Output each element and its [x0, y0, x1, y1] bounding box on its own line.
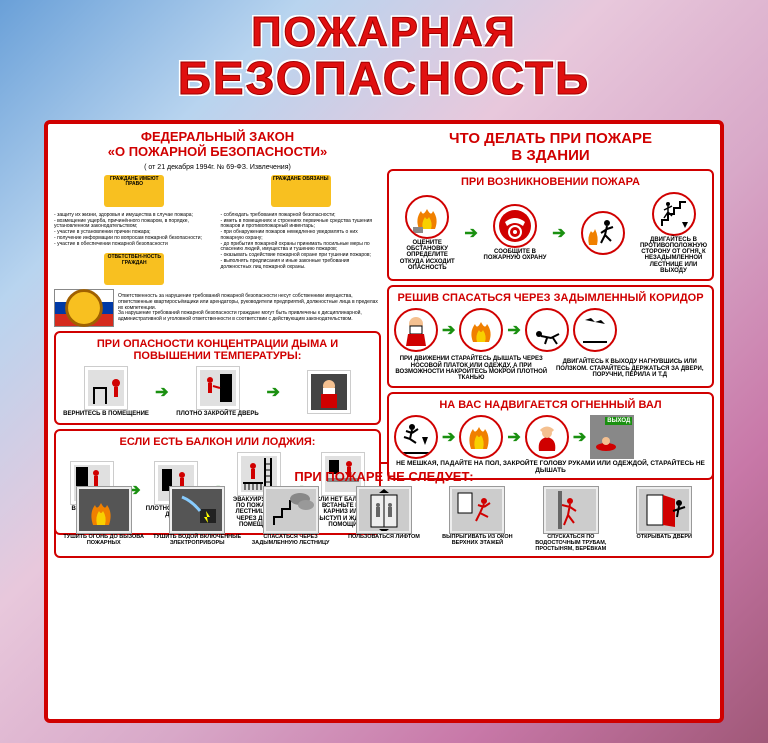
- fire-wave-icon: [459, 415, 503, 459]
- breathe-cloth-icon: [394, 308, 438, 352]
- fall-down-icon: [394, 415, 438, 459]
- wet-cloth-fire-icon: [459, 308, 503, 352]
- arrow-icon: ➔: [507, 320, 520, 340]
- stairs-exit-icon: [652, 192, 696, 236]
- right-column: ЧТО ДЕЛАТЬ ПРИ ПОЖАРЕ В ЗДАНИИ ПРИ ВОЗНИ…: [387, 130, 714, 456]
- crawl-icon: [525, 308, 569, 352]
- arrow-icon: ➔: [573, 427, 586, 447]
- dont-drainpipe-icon: [543, 486, 599, 534]
- cover-face-icon: [307, 370, 351, 414]
- section-firewall: НА ВАС НАДВИГАЕТСЯ ОГНЕННЫЙ ВАЛ ➔ ➔ ➔ ВЫ…: [387, 392, 714, 480]
- sec3-banner: РЕШИВ СПАСАТЬСЯ ЧЕРЕЗ ЗАДЫМЛЕННЫЙ КОРИДО…: [392, 290, 709, 306]
- arrow-icon: ➔: [155, 382, 168, 402]
- close-door-icon: [196, 366, 240, 410]
- section-corridor: РЕШИВ СПАСАТЬСЯ ЧЕРЕЗ ЗАДЫМЛЕННЫЙ КОРИДО…: [387, 285, 714, 388]
- russian-flag-icon: [54, 289, 114, 327]
- duties-list: соблюдать требования пожарной безопаснос…: [221, 213, 382, 271]
- shield-resp: ОТВЕТСТВЕН-НОСТЬ ГРАЖДАН: [104, 253, 164, 285]
- dont-jump-icon: [449, 486, 505, 534]
- return-room-icon: [84, 366, 128, 410]
- dont-water-electric-icon: [169, 486, 225, 534]
- sec2-banner: ПРИ ОПАСНОСТИ КОНЦЕНТРАЦИИ ДЫМА И ПОВЫШЕ…: [59, 336, 376, 364]
- title-line2: БЕЗОПАСНОСТЬ: [0, 54, 768, 102]
- law-responsibility-text: Ответственность за нарушение требований …: [118, 294, 381, 323]
- law-heading: ФЕДЕРАЛЬНЫЙ ЗАКОН «О ПОЖАРНОЙ БЕЗОПАСНОС…: [54, 130, 381, 160]
- law-shields-row: ГРАЖДАНЕ ИМЕЮТ ПРАВО защиту их жизни, зд…: [54, 175, 381, 286]
- assess-fire-icon: [405, 195, 449, 239]
- main-panel: ФЕДЕРАЛЬНЫЙ ЗАКОН «О ПОЖАРНОЙ БЕЗОПАСНОС…: [44, 120, 724, 723]
- sec5-banner: НА ВАС НАДВИГАЕТСЯ ОГНЕННЫЙ ВАЛ: [392, 397, 709, 413]
- cover-head-icon: [525, 415, 569, 459]
- shield-duties: ГРАЖДАНЕ ОБЯЗАНЫ: [271, 175, 331, 207]
- dont-extinguish-icon: [76, 486, 132, 534]
- dont-open-door-icon: [636, 486, 692, 534]
- arrow-icon: ➔: [442, 427, 455, 447]
- phone-icon: [493, 204, 537, 248]
- dont-elevator-icon: [356, 486, 412, 534]
- dont-smoky-stairs-icon: [263, 486, 319, 534]
- arrow-icon: ➔: [507, 427, 520, 447]
- sec4-banner: ЕСЛИ ЕСТЬ БАЛКОН ИЛИ ЛОДЖИЯ:: [59, 434, 376, 450]
- section-fire-start: ПРИ ВОЗНИКНОВЕНИИ ПОЖАРА ОЦЕНИТЕ ОБСТАНО…: [387, 169, 714, 282]
- run-away-icon: [581, 211, 625, 255]
- arrow-icon: ➔: [552, 223, 565, 243]
- arrow-icon: ➔: [442, 320, 455, 340]
- arrow-icon: ➔: [267, 382, 280, 402]
- title-line1: ПОЖАРНАЯ: [0, 10, 768, 54]
- law-sub: ( от 21 декабря 1994г. № 69-ФЗ. Извлечен…: [54, 164, 381, 171]
- shield-rights: ГРАЖДАНЕ ИМЕЮТ ПРАВО: [104, 175, 164, 207]
- arrow-icon: ➔: [464, 223, 477, 243]
- right-title: ЧТО ДЕЛАТЬ ПРИ ПОЖАРЕ В ЗДАНИИ: [387, 130, 714, 165]
- sec1-banner: ПРИ ВОЗНИКНОВЕНИИ ПОЖАРА: [392, 174, 709, 190]
- hold-rail-icon: [573, 308, 617, 352]
- left-column: ФЕДЕРАЛЬНЫЙ ЗАКОН «О ПОЖАРНОЙ БЕЗОПАСНОС…: [54, 130, 381, 456]
- exit-sign-icon: ВЫХОД: [590, 415, 634, 459]
- poster-title: ПОЖАРНАЯ БЕЗОПАСНОСТЬ: [0, 0, 768, 108]
- rights-list: защиту их жизни, здоровья и имущества в …: [54, 213, 215, 248]
- section-smoke: ПРИ ОПАСНОСТИ КОНЦЕНТРАЦИИ ДЫМА И ПОВЫШЕ…: [54, 331, 381, 424]
